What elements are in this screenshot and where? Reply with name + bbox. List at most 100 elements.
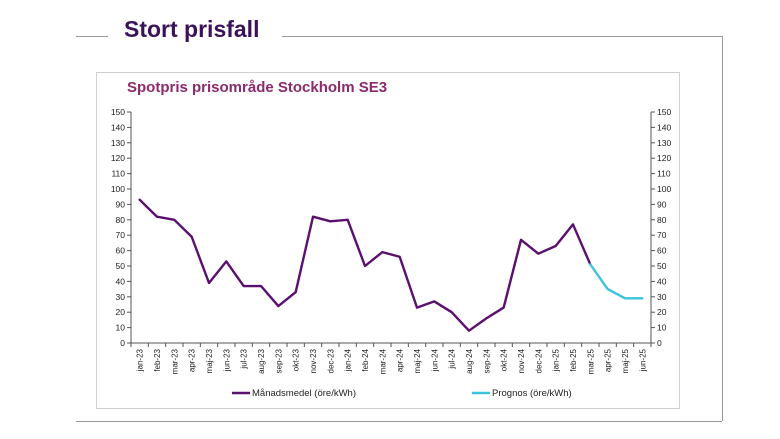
x-tick-label: apr-24 xyxy=(396,348,405,372)
y-tick-label-left: 150 xyxy=(111,107,125,117)
frame-rule-bottom xyxy=(76,421,722,422)
y-tick-label-right: 50 xyxy=(657,261,667,271)
y-tick-label-left: 80 xyxy=(116,215,126,225)
x-tick-label: mar-23 xyxy=(170,348,179,374)
data-point-1 xyxy=(606,288,609,290)
y-tick-label-right: 100 xyxy=(657,184,671,194)
x-tick-label: okt-24 xyxy=(500,348,509,371)
data-point-0 xyxy=(381,251,384,254)
x-tick-label: mar-25 xyxy=(586,348,595,374)
data-point-0 xyxy=(450,311,453,314)
x-tick-label: feb-23 xyxy=(153,348,162,371)
y-tick-label-left: 110 xyxy=(111,169,125,179)
x-tick-label: apr-25 xyxy=(604,348,613,372)
data-point-1 xyxy=(624,297,626,300)
series-line-1 xyxy=(589,263,644,300)
y-tick-label-left: 120 xyxy=(111,153,125,163)
x-tick-label: jul-23 xyxy=(240,348,249,369)
y-tick-label-right: 120 xyxy=(657,153,671,163)
x-tick-label: dec-24 xyxy=(534,348,543,373)
y-tick-label-left: 20 xyxy=(116,307,126,317)
data-point-0 xyxy=(346,218,349,221)
data-point-0 xyxy=(312,215,314,218)
data-point-0 xyxy=(277,305,280,307)
data-point-0 xyxy=(208,282,210,284)
data-point-1 xyxy=(641,297,644,300)
y-tick-label-right: 0 xyxy=(657,338,662,348)
y-tick-label-left: 40 xyxy=(116,276,126,286)
y-tick-label-left: 50 xyxy=(116,261,126,271)
data-point-0 xyxy=(520,238,522,241)
y-tick-label-right: 60 xyxy=(657,246,667,256)
data-point-1 xyxy=(589,263,592,266)
data-point-0 xyxy=(329,220,332,223)
x-tick-label: nov-23 xyxy=(309,348,318,373)
y-tick-label-left: 100 xyxy=(111,184,125,194)
data-point-0 xyxy=(572,223,574,226)
data-point-0 xyxy=(537,252,540,255)
x-tick-label: sep-24 xyxy=(482,348,491,373)
data-point-0 xyxy=(138,198,141,201)
y-tick-label-right: 20 xyxy=(657,307,667,317)
y-tick-label-left: 60 xyxy=(116,246,126,256)
x-tick-label: okt-23 xyxy=(292,348,301,371)
data-point-0 xyxy=(156,215,158,218)
data-point-0 xyxy=(433,300,436,303)
x-tick-label: jan-24 xyxy=(344,348,353,372)
y-tick-label-right: 80 xyxy=(657,215,667,225)
x-tick-label: nov-24 xyxy=(517,348,526,373)
x-tick-label: jan-25 xyxy=(552,348,561,372)
legend-label: Månadsmedel (öre/kWh) xyxy=(252,388,356,399)
x-tick-label: maj-24 xyxy=(413,348,422,373)
chart-title: Spotpris prisområde Stockholm SE3 xyxy=(127,79,388,96)
y-tick-label-right: 70 xyxy=(657,230,667,240)
data-point-0 xyxy=(242,285,245,287)
x-tick-label: jul-24 xyxy=(448,348,457,369)
x-tick-label: jan-23 xyxy=(136,348,145,372)
y-tick-label-right: 150 xyxy=(657,107,671,117)
x-tick-label: maj-25 xyxy=(621,348,630,373)
legend-label: Prognos (öre/kWh) xyxy=(492,388,572,399)
data-point-0 xyxy=(398,255,401,258)
x-tick-label: jun-24 xyxy=(430,348,439,372)
x-tick-label: sep-23 xyxy=(274,348,283,373)
y-tick-label-right: 90 xyxy=(657,199,667,209)
x-tick-label: feb-25 xyxy=(569,348,578,371)
y-tick-label-left: 30 xyxy=(116,292,126,302)
x-tick-label: apr-23 xyxy=(188,348,197,372)
x-tick-label: dec-23 xyxy=(326,348,335,373)
data-point-0 xyxy=(190,235,193,238)
y-tick-label-left: 70 xyxy=(116,230,126,240)
title-rule-right xyxy=(282,36,723,37)
x-tick-label: jun-25 xyxy=(638,348,647,372)
x-tick-label: jun-23 xyxy=(222,348,231,372)
y-tick-label-left: 130 xyxy=(111,138,125,148)
y-tick-label-right: 40 xyxy=(657,276,667,286)
data-point-0 xyxy=(468,329,470,332)
x-tick-label: aug-24 xyxy=(465,348,474,373)
data-point-0 xyxy=(502,306,505,309)
data-point-0 xyxy=(294,291,297,294)
data-point-0 xyxy=(554,245,557,247)
y-tick-label-right: 10 xyxy=(657,323,667,333)
y-tick-label-left: 0 xyxy=(120,338,125,348)
title-rule-left xyxy=(76,36,108,37)
slide-title: Stort prisfall xyxy=(124,16,260,42)
x-tick-label: mar-24 xyxy=(378,348,387,374)
y-tick-label-left: 90 xyxy=(116,199,126,209)
data-point-0 xyxy=(173,218,176,221)
y-tick-label-right: 110 xyxy=(657,169,671,179)
y-tick-label-left: 10 xyxy=(116,323,126,333)
y-tick-label-left: 140 xyxy=(111,122,125,132)
x-tick-label: aug-23 xyxy=(257,348,266,373)
data-point-0 xyxy=(416,306,418,309)
x-tick-label: feb-24 xyxy=(361,348,370,371)
data-point-0 xyxy=(225,260,228,263)
y-tick-label-right: 130 xyxy=(657,138,671,148)
data-point-0 xyxy=(260,285,262,287)
frame-rule-right xyxy=(722,36,723,421)
y-tick-label-right: 30 xyxy=(657,292,667,302)
data-point-0 xyxy=(485,317,488,320)
y-tick-label-right: 140 xyxy=(657,122,671,132)
